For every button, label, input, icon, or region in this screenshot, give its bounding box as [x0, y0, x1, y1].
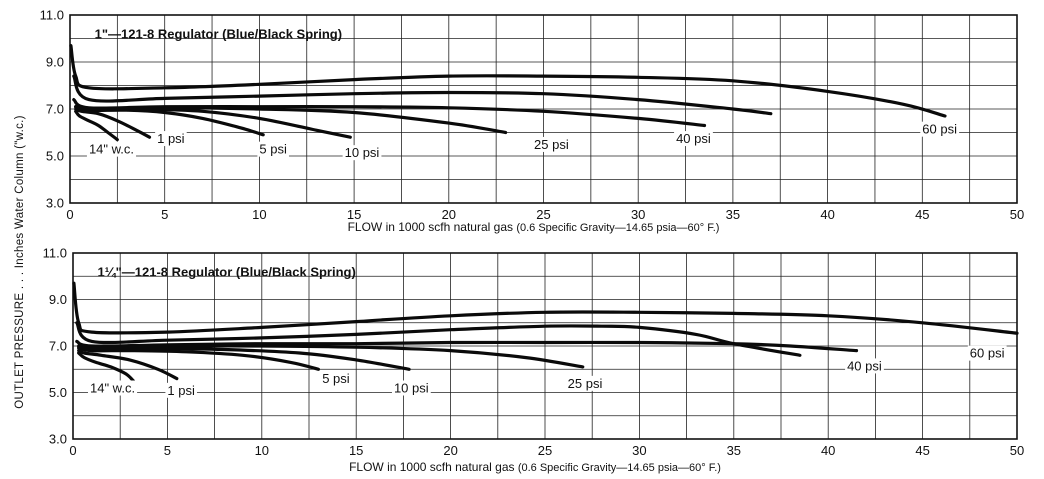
curve-label: 5 psi — [322, 371, 350, 386]
curve-label: 60 psi — [970, 346, 1005, 361]
curve-label-background — [532, 136, 571, 152]
series-line-1-psi — [74, 107, 152, 139]
x-tick-label: 20 — [443, 443, 457, 458]
x-axis-label-main: FLOW in 1000 scfh natural gas — [348, 220, 517, 234]
y-tick-label: 9.0 — [49, 292, 67, 307]
curve-label: 14" w.c. — [90, 381, 135, 396]
chart-1-quarter-inch-regulator: 0 5 10 15 20 25 30 35 40 45 50 3.0 5.0 7.0 9.0 11.0 FLOW… — [43, 246, 1025, 475]
x-tick-label: 0 — [66, 207, 73, 222]
curve-label-background — [565, 375, 605, 391]
x-tick-label: 15 — [349, 443, 363, 458]
curve-label: 10 psi — [394, 381, 429, 396]
x-tick-label: 30 — [632, 443, 646, 458]
series-line-5-psi — [77, 346, 320, 371]
curve-label-background — [845, 358, 884, 374]
y-tick-label: 3.0 — [49, 432, 67, 447]
curve-label-background — [920, 121, 960, 137]
series-line-unlabeled-6 — [75, 321, 802, 357]
curve-label: 1 psi — [167, 383, 195, 398]
x-tick-label: 25 — [536, 207, 550, 222]
x-axis-label-main: FLOW in 1000 scfh natural gas — [349, 460, 518, 474]
curve-label: 25 psi — [568, 376, 603, 391]
plot-frame — [72, 252, 1018, 440]
curve-label: 25 psi — [534, 137, 569, 152]
y-tick-label: 5.0 — [49, 385, 67, 400]
curve-label-background — [165, 382, 197, 398]
curve-label: 5 psi — [259, 142, 287, 157]
chart-title: 1¼"—121-8 Regulator (Blue/Black Spring) — [98, 264, 356, 279]
y-tick-label: 9.0 — [46, 55, 64, 70]
plot-frame — [69, 14, 1018, 204]
y-tick-label: 7.0 — [46, 102, 64, 117]
curve-label-background — [342, 145, 382, 161]
series-line-40-psi — [72, 98, 707, 128]
x-tick-label: 20 — [442, 207, 456, 222]
y-tick-label: 11.0 — [43, 246, 67, 261]
series-line-1-psi — [77, 349, 179, 381]
curve-label-background — [87, 380, 138, 396]
x-tick-label: 5 — [161, 207, 168, 222]
curve-label-background — [967, 345, 1007, 361]
x-tick-label: 35 — [727, 443, 741, 458]
x-tick-label: 40 — [820, 207, 834, 222]
curve-label: 10 psi — [345, 145, 380, 160]
curve-label-background — [674, 131, 713, 147]
curve-label: 40 psi — [676, 131, 711, 146]
x-axis-label-note: (0.6 Specific Gravity—14.65 psia—60° F.) — [518, 462, 721, 474]
series-line-14-w-c- — [77, 351, 135, 383]
x-tick-label: 5 — [164, 443, 171, 458]
y-axis-label: OUTLET PRESSURE . . . Inches Water Colum… — [14, 115, 26, 409]
x-tick-label: 15 — [347, 207, 361, 222]
curve-label-background — [320, 371, 352, 387]
curve-label: 60 psi — [922, 122, 957, 137]
curve-label-background — [155, 131, 187, 147]
y-tick-label: 5.0 — [46, 149, 64, 164]
x-tick-label: 30 — [631, 207, 645, 222]
curve-label: 40 psi — [847, 358, 882, 373]
x-axis-label-note: (0.6 Specific Gravity—14.65 psia—60° F.) — [516, 222, 719, 234]
x-axis-label: FLOW in 1000 scfh natural gas (0.6 Speci… — [349, 460, 721, 474]
y-tick-label: 11.0 — [40, 8, 64, 23]
curve-label: 1 psi — [157, 131, 185, 146]
x-tick-label: 0 — [69, 443, 76, 458]
x-tick-label: 10 — [255, 443, 269, 458]
series-line-14-w-c- — [74, 109, 119, 142]
x-tick-label: 25 — [538, 443, 552, 458]
x-tick-label: 45 — [915, 207, 929, 222]
curve-label-background — [391, 380, 431, 396]
y-tick-label: 7.0 — [49, 339, 67, 354]
x-tick-label: 40 — [821, 443, 835, 458]
x-tick-label: 45 — [915, 443, 929, 458]
chart-1-inch-regulator: 0 5 10 15 20 25 30 35 40 45 50 3.0 5.0 7.0 9.0 11.0 FLOW… — [40, 8, 1025, 235]
x-axis-label: FLOW in 1000 scfh natural gas (0.6 Speci… — [348, 220, 720, 234]
x-tick-label: 35 — [726, 207, 740, 222]
series-line-unlabeled-6 — [72, 74, 773, 116]
series-line-60-psi — [69, 44, 947, 118]
x-tick-label: 50 — [1010, 207, 1024, 222]
x-tick-label: 50 — [1010, 443, 1024, 458]
chart-title: 1"—121-8 Regulator (Blue/Black Spring) — [95, 27, 342, 42]
curve-label: 14" w.c. — [89, 142, 134, 157]
series-line-60-psi — [72, 281, 1019, 335]
curve-label-background — [257, 141, 289, 157]
y-tick-label: 3.0 — [46, 196, 64, 211]
curve-label-background — [86, 141, 137, 157]
x-tick-label: 10 — [252, 207, 266, 222]
